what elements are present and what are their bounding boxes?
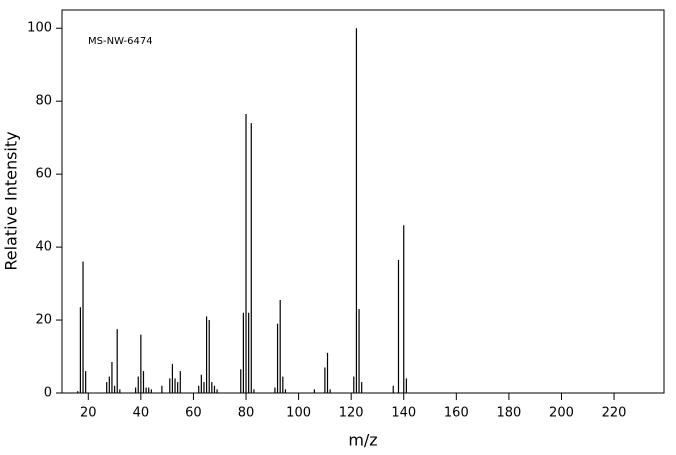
y-tick-label: 60 — [35, 167, 52, 182]
x-tick-label: 220 — [602, 406, 627, 421]
x-tick-label: 60 — [185, 406, 202, 421]
x-tick-label: 40 — [133, 406, 150, 421]
x-tick-label: 200 — [549, 406, 574, 421]
x-tick-label: 120 — [339, 406, 364, 421]
x-tick-label: 160 — [444, 406, 469, 421]
y-tick-label: 0 — [44, 386, 52, 401]
y-axis-label: Relative Intensity — [2, 131, 21, 270]
x-axis-label: m/z — [348, 431, 377, 450]
x-tick-label: 140 — [391, 406, 416, 421]
y-tick-label: 40 — [35, 240, 52, 255]
y-tick-label: 100 — [27, 21, 52, 36]
plot-frame — [61, 9, 665, 394]
y-tick-label: 20 — [35, 313, 52, 328]
y-tick-label: 80 — [35, 94, 52, 109]
x-tick-label: 180 — [496, 406, 521, 421]
x-tick-label: 80 — [238, 406, 255, 421]
x-tick-label: 100 — [286, 406, 311, 421]
x-tick-label: 20 — [80, 406, 97, 421]
annotation: MS-NW-6474 — [88, 36, 153, 47]
